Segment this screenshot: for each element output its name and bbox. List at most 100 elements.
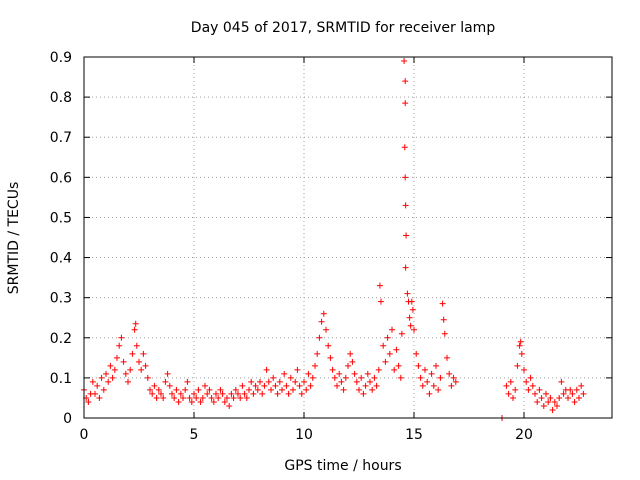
data-point [540, 402, 547, 409]
data-point [505, 390, 512, 397]
data-point [180, 394, 186, 401]
data-point [228, 390, 235, 397]
data-point [316, 334, 323, 341]
data-point [309, 374, 316, 381]
data-point [362, 382, 369, 389]
data-point [149, 390, 156, 397]
data-point [206, 386, 213, 393]
data-point [239, 382, 246, 389]
data-point [96, 394, 103, 401]
data-point [274, 390, 281, 397]
data-point [307, 382, 314, 389]
data-point [580, 390, 587, 397]
data-point [545, 398, 552, 405]
data-point [404, 290, 411, 297]
data-point [162, 378, 169, 385]
data-point [197, 398, 204, 405]
y-tick-label: 0.9 [50, 50, 72, 66]
data-point [353, 378, 360, 385]
data-point [312, 362, 318, 369]
data-point [529, 382, 536, 389]
data-point [116, 342, 123, 349]
data-point [413, 350, 420, 357]
data-point [246, 386, 252, 393]
data-point [109, 374, 116, 381]
data-point [356, 386, 362, 393]
data-point [155, 386, 162, 393]
data-point [173, 386, 180, 393]
data-point [265, 378, 272, 385]
data-point [401, 58, 408, 65]
data-point [536, 386, 543, 393]
data-point [105, 378, 112, 385]
tick-layer: 0 5 10 15 20 0 0.1 0.2 0.3 0.4 0.5 0.6 0.7 0.8 0.9 [50, 50, 612, 443]
data-point [517, 338, 524, 345]
data-point [131, 326, 138, 333]
data-point [314, 350, 321, 357]
data-point [407, 322, 414, 329]
data-point [347, 350, 354, 357]
data-point [184, 378, 191, 385]
data-point [296, 382, 303, 389]
data-point [338, 378, 345, 385]
y-tick-label: 0.1 [50, 371, 72, 387]
data-point [138, 366, 145, 373]
data-point [215, 394, 222, 401]
y-tick-label: 0.3 [50, 291, 72, 307]
data-point [103, 370, 109, 377]
data-point [175, 398, 182, 405]
data-point [514, 362, 521, 369]
data-point [120, 358, 127, 365]
data-point [208, 394, 215, 401]
x-tick-label: 0 [80, 427, 89, 443]
data-point [389, 326, 395, 333]
data-point [426, 390, 433, 397]
data-point [100, 386, 107, 393]
data-point [142, 362, 149, 369]
data-point [367, 378, 373, 385]
chart-title: Day 045 of 2017, SRMTID for receiver lam… [191, 20, 496, 36]
data-point [375, 366, 382, 373]
data-point [382, 358, 389, 365]
data-point [98, 374, 105, 381]
data-point [340, 386, 347, 393]
data-point [147, 386, 153, 393]
y-tick-label: 0.2 [50, 331, 72, 347]
data-point [210, 398, 217, 405]
data-point [323, 326, 329, 333]
data-point [219, 390, 226, 397]
data-point [186, 394, 193, 401]
data-point [114, 354, 120, 361]
data-point [510, 394, 516, 401]
data-point [257, 378, 263, 385]
data-point [549, 406, 556, 413]
data-point [428, 370, 435, 377]
data-point [171, 394, 178, 401]
data-point [569, 390, 576, 397]
data-point [523, 378, 530, 385]
data-point [92, 390, 98, 397]
data-point [402, 202, 409, 209]
data-point [263, 366, 270, 373]
data-point [417, 374, 424, 381]
y-tick-label: 0.5 [50, 210, 72, 226]
data-point [287, 374, 294, 381]
data-point [248, 378, 255, 385]
data-point [224, 394, 230, 401]
data-point [336, 370, 343, 377]
data-point [406, 314, 413, 321]
data-point [133, 342, 140, 349]
data-point [122, 370, 129, 377]
data-point [532, 390, 538, 397]
data-point [272, 382, 279, 389]
data-point [424, 378, 431, 385]
data-point [444, 354, 450, 361]
data-point [283, 382, 290, 389]
y-tick-label: 0.4 [50, 251, 72, 267]
data-point [450, 374, 457, 381]
y-tick-label: 0.7 [50, 130, 72, 146]
data-point [402, 264, 409, 271]
data-point [397, 374, 404, 381]
data-point [160, 394, 167, 401]
data-point [393, 346, 400, 353]
